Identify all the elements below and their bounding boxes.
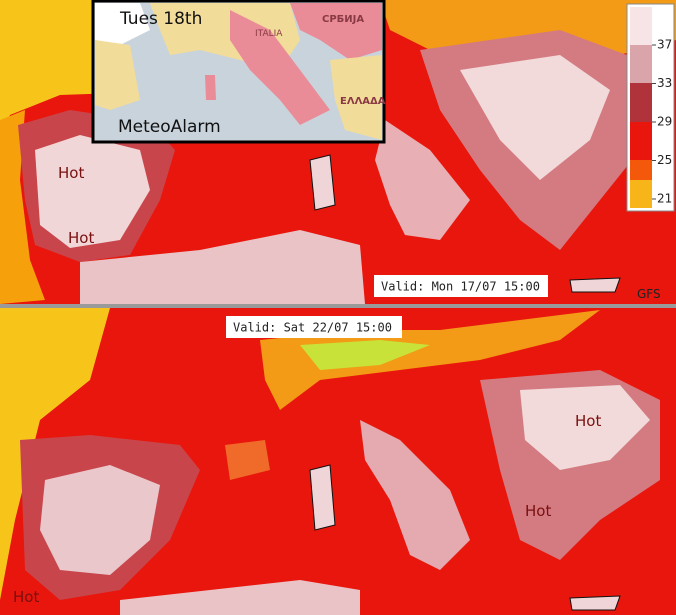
- valid-time: Valid: Mon 17/07 15:00: [381, 280, 540, 294]
- land-iberia-hot: [35, 135, 150, 248]
- top-panel: Hot Hot ITALIA СРБИЈА ΕΛΛΑΔΑ Tues 18th M…: [0, 0, 676, 304]
- cool-alps: [300, 340, 430, 370]
- panel-divider: [0, 304, 676, 308]
- land-balkans-hot: [460, 55, 610, 180]
- colorbar-band: [630, 7, 652, 45]
- warm-area: [380, 0, 676, 60]
- land-italy: [360, 420, 470, 570]
- valid-time: Valid: Sat 22/07 15:00: [233, 321, 392, 335]
- inset-balkans: [290, 3, 382, 60]
- colorbar-tick-label: 33: [657, 76, 672, 90]
- land-crete: [569, 595, 621, 611]
- colorbar-band: [630, 83, 652, 122]
- valid-box: [374, 275, 548, 297]
- hot-label: Hot: [525, 502, 551, 520]
- land-africa: [120, 580, 360, 615]
- inset-map: ITALIA СРБИЈА ΕΛΛΑΔΑ Tues 18th MeteoAlar…: [91, 0, 386, 144]
- inset-source: MeteoAlarm: [118, 117, 221, 137]
- colorbar-tick-label: 37: [657, 38, 672, 52]
- bottom-panel: Valid: Sat 22/07 15:00 Hot Hot Hot: [0, 308, 676, 615]
- land-sardinia: [309, 154, 336, 211]
- colorbar-tick-label: 25: [657, 153, 672, 167]
- sea-area: [0, 110, 45, 304]
- inset-italy: [230, 10, 330, 125]
- colorbar-tick-label: 29: [657, 115, 672, 129]
- colorbar-band: [630, 122, 652, 160]
- hot-label: Hot: [575, 412, 601, 430]
- colorbar-band: [630, 180, 652, 208]
- inset-land: [95, 3, 150, 45]
- land-africa: [80, 230, 365, 304]
- land-balkans-hot: [520, 385, 650, 470]
- model-label: GFS: [637, 287, 661, 301]
- colorbar-band: [630, 160, 652, 180]
- hot-label: Hot: [58, 164, 84, 182]
- inset-greece: [330, 55, 382, 140]
- colorbar: 21 25 29 33 37: [626, 3, 675, 212]
- warm-patch: [225, 440, 270, 480]
- land-italy: [375, 120, 470, 240]
- inset-land: [95, 40, 140, 110]
- hot-label: Hot: [13, 588, 39, 606]
- hot-label: Hot: [68, 229, 94, 247]
- valid-box: [226, 316, 402, 338]
- land-iberia-hot: [40, 465, 160, 575]
- land-sardinia: [309, 464, 336, 531]
- colorbar-tick-label: 21: [657, 192, 672, 206]
- inset-country-label: ΕΛΛΑΔΑ: [340, 96, 386, 107]
- inset-title: Tues 18th: [119, 9, 202, 29]
- land-crete: [569, 277, 621, 293]
- inset-country-label: ITALIA: [255, 29, 283, 39]
- inset-country-label: СРБИЈА: [322, 14, 364, 25]
- colorbar-band: [630, 45, 652, 83]
- cool-area: [0, 308, 110, 600]
- inset-sardinia: [205, 75, 216, 100]
